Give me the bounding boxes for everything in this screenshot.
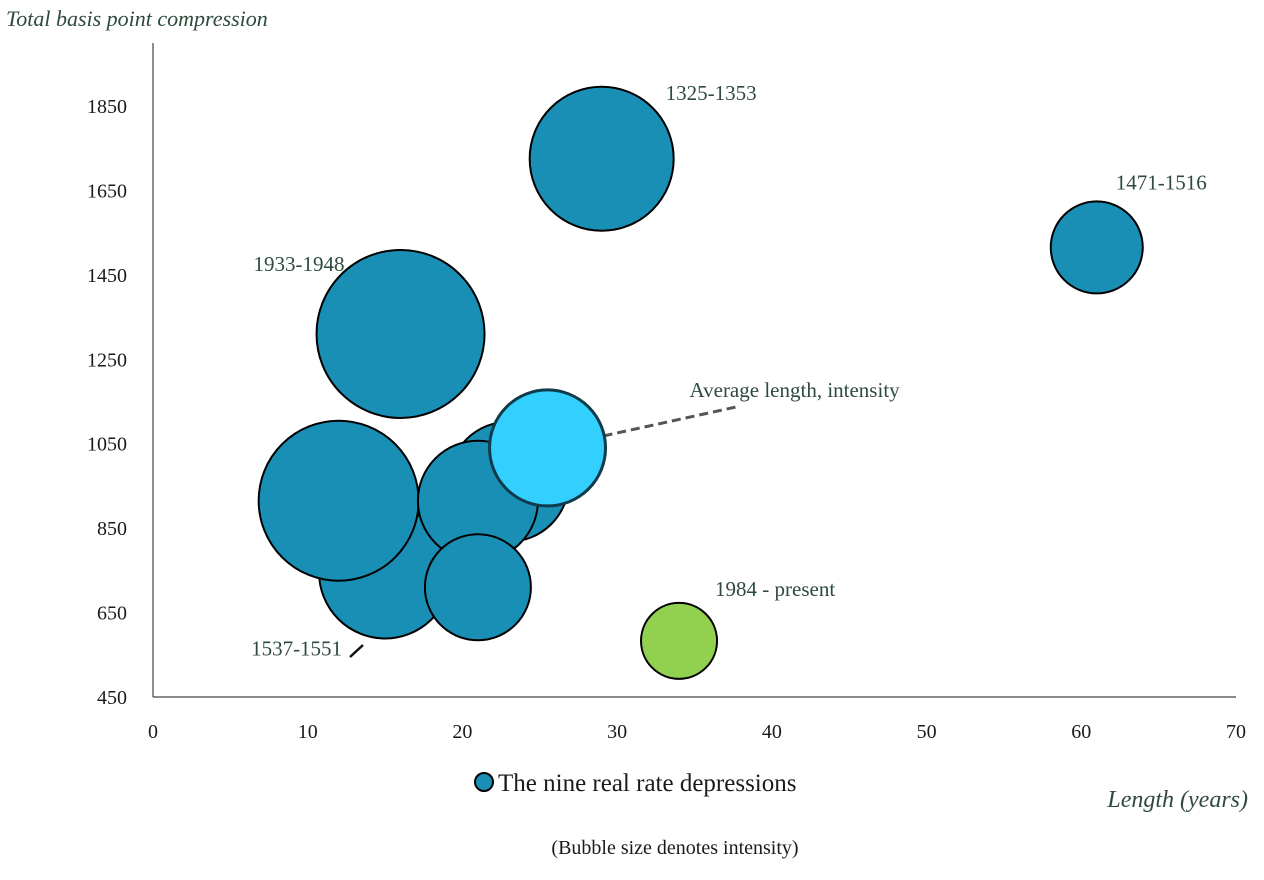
- bubble: [423, 533, 532, 642]
- legend-label: The nine real rate depressions: [498, 770, 797, 797]
- axes: [152, 43, 1236, 698]
- bubble: [1049, 200, 1144, 295]
- x-tick-label: 0: [148, 721, 158, 743]
- average-leader-line: [603, 405, 737, 438]
- bubble-label: 1933-1948: [254, 252, 345, 276]
- y-tick-label: 1450: [87, 265, 127, 287]
- label-leader-line: [349, 644, 364, 658]
- y-tick-label: 450: [97, 687, 127, 709]
- legend: The nine real rate depressions: [474, 770, 797, 797]
- x-tick-label: 70: [1226, 721, 1246, 743]
- bubbles: [257, 85, 1144, 680]
- bubble-size-note: (Bubble size denotes intensity): [551, 837, 798, 859]
- bubble-labels: 1325-1353 1471-1516 1933-1948 1537-1551 Aver…: [251, 81, 1207, 661]
- y-tick-label: 850: [97, 518, 127, 540]
- bubble-label: 1325-1353: [666, 81, 757, 105]
- bubble-label: 1537-1551: [251, 636, 342, 660]
- x-tick-label: 50: [917, 721, 937, 743]
- y-tick-label: 1050: [87, 434, 127, 456]
- x-tick-label: 40: [762, 721, 782, 743]
- bubble: [315, 248, 486, 419]
- tick-labels: 0 10 20 30 40 50 60 70 450 650 850 1050 1250 1450 1650…: [87, 96, 1246, 743]
- leader-lines: [349, 405, 737, 658]
- bubble: [640, 601, 719, 680]
- y-tick-label: 650: [97, 603, 127, 625]
- bubble: [528, 85, 675, 232]
- bubble-label: Average length, intensity: [690, 378, 901, 402]
- y-tick-label: 1250: [87, 349, 127, 371]
- bubble: [257, 419, 420, 582]
- x-tick-label: 30: [607, 721, 627, 743]
- x-tick-label: 10: [298, 721, 318, 743]
- legend-marker: [474, 772, 494, 792]
- x-tick-label: 60: [1071, 721, 1091, 743]
- x-tick-label: 20: [452, 721, 472, 743]
- bubble-label: 1984 - present: [715, 577, 835, 601]
- bubble-label: 1471-1516: [1116, 170, 1207, 194]
- x-axis-label: Length (years): [1106, 787, 1248, 813]
- bubble: [488, 388, 608, 508]
- y-axis-label: Total basis point compression: [6, 6, 268, 31]
- y-tick-label: 1650: [87, 180, 127, 202]
- y-tick-label: 1850: [87, 96, 127, 118]
